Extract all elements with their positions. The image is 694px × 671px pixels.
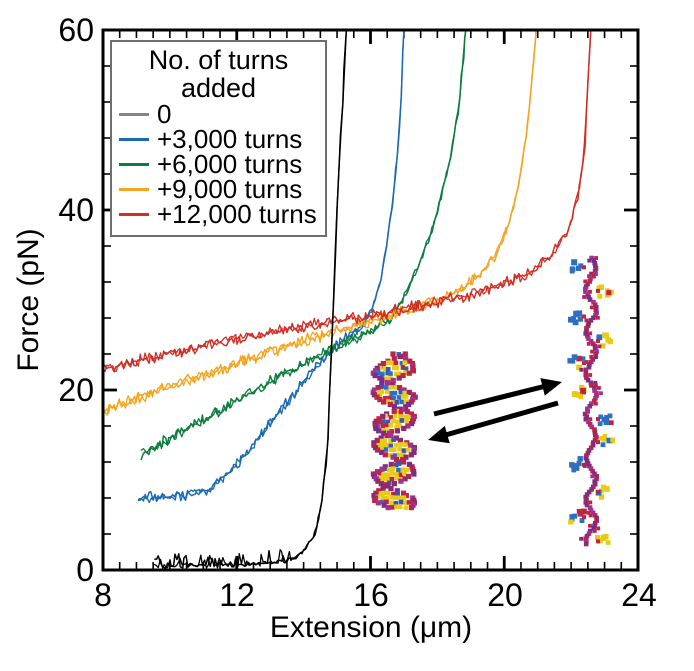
legend-box: No. of turns added 0 +3,000 turns +6,000… bbox=[110, 40, 327, 237]
legend-entry-6000-turns: +6,000 turns bbox=[112, 151, 325, 177]
dna-structure-inset bbox=[370, 255, 616, 547]
legend-swatch-9000-turns bbox=[119, 188, 149, 191]
legend-swatch-6000-turns bbox=[119, 163, 149, 166]
curve-3000turns bbox=[137, 31, 405, 504]
legend-swatch-0-turns bbox=[119, 113, 149, 116]
curve-0 bbox=[153, 31, 347, 569]
legend-entry-0-turns: 0 bbox=[112, 101, 325, 127]
x-tick-label-24: 24 bbox=[621, 577, 657, 613]
equilibrium-arrows-icon bbox=[428, 378, 562, 444]
data-curves bbox=[104, 31, 592, 569]
x-axis-title: Extension (μm) bbox=[269, 611, 473, 644]
y-tick-label-20: 20 bbox=[58, 372, 94, 408]
curve-12000turns bbox=[104, 31, 592, 373]
y-tick-label-0: 0 bbox=[76, 552, 94, 588]
legend-entry-9000-turns: +9,000 turns bbox=[112, 176, 325, 202]
legend-entry-3000-turns: +3,000 turns bbox=[112, 126, 325, 152]
legend-title-line1: No. of turns bbox=[148, 45, 289, 75]
overwound-dna-molecule-image bbox=[567, 255, 616, 547]
x-tick-label-16: 16 bbox=[353, 577, 389, 613]
x-tick-label-12: 12 bbox=[219, 577, 255, 613]
y-tick-label-60: 60 bbox=[58, 12, 94, 48]
y-tick-label-40: 40 bbox=[58, 192, 94, 228]
bdna-molecule-image bbox=[370, 351, 418, 511]
y-axis-title: Force (pN) bbox=[12, 228, 45, 372]
legend-title-line2: added bbox=[180, 73, 257, 103]
plot-frame bbox=[101, 28, 640, 572]
curve-12000turns bbox=[104, 31, 592, 373]
x-tick-label-8: 8 bbox=[94, 577, 112, 613]
legend-entry-12000-turns: +12,000 turns bbox=[112, 201, 325, 227]
curve-6000turns bbox=[140, 31, 467, 454]
legend-swatch-3000-turns bbox=[119, 138, 149, 141]
curve-9000turns bbox=[104, 31, 537, 416]
legend-swatch-12000-turns bbox=[119, 213, 149, 216]
x-tick-label-20: 20 bbox=[487, 577, 523, 613]
